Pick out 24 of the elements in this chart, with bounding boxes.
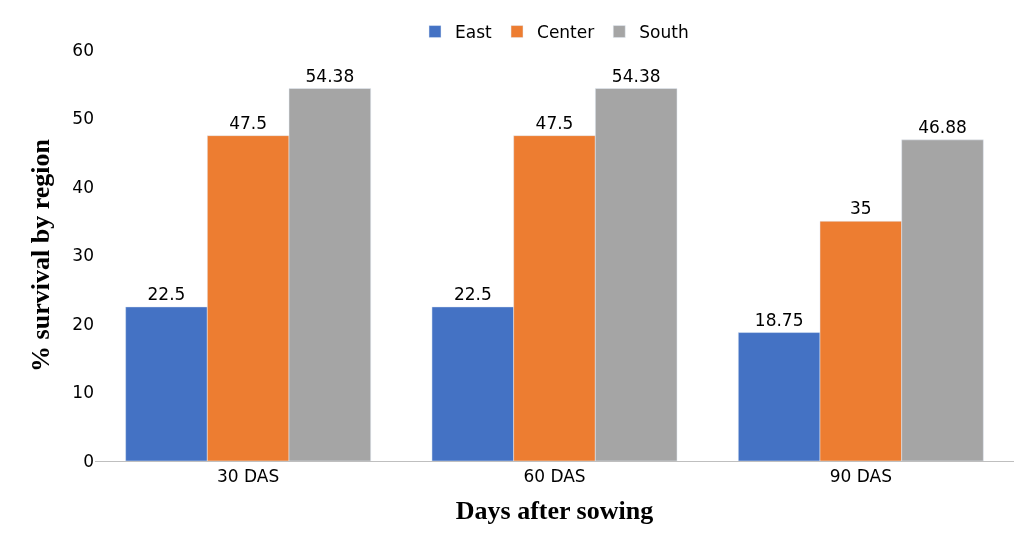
y-tick-label: 40	[72, 176, 94, 197]
data-label: 47.5	[229, 112, 268, 133]
x-axis-title: Days after sowing	[455, 496, 654, 526]
data-label: 22.5	[147, 283, 186, 304]
legend-label: South	[639, 22, 689, 43]
x-tick-label: 30 DAS	[217, 466, 280, 487]
y-tick-label: 10	[72, 382, 94, 403]
data-label: 47.5	[535, 112, 574, 133]
data-label: 54.38	[611, 65, 661, 86]
y-tick-label: 60	[72, 39, 94, 60]
y-axis-title: % survival by region	[25, 138, 55, 372]
data-label: 54.38	[305, 65, 355, 86]
data-label: 22.5	[453, 283, 492, 304]
y-tick-label: 50	[72, 108, 94, 129]
x-tick-label: 60 DAS	[523, 466, 586, 487]
y-tick-label: 0	[83, 450, 94, 471]
x-tick-label: 90 DAS	[829, 466, 892, 487]
y-tick-label: 20	[72, 313, 94, 334]
legend-label: East	[455, 22, 493, 43]
y-tick-label: 30	[72, 245, 94, 266]
legend-label: Center	[537, 22, 595, 43]
data-label: 18.75	[754, 309, 804, 330]
data-label: 46.88	[918, 116, 967, 137]
data-label: 35	[850, 198, 872, 219]
